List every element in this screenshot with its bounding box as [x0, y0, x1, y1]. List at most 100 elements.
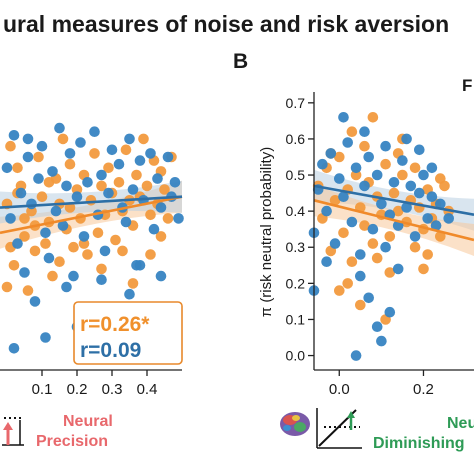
data-point-orange — [64, 202, 76, 213]
annotation-blue-r: r=0.09 — [80, 339, 141, 362]
figure-title: ural measures of noise and risk aversion — [3, 11, 449, 37]
data-point-blue — [124, 133, 135, 145]
x-tick-label: 0.0 — [329, 381, 350, 398]
data-point-blue — [355, 270, 366, 282]
data-point-orange — [36, 191, 48, 202]
data-point-orange — [120, 144, 132, 156]
data-point-blue — [47, 166, 58, 177]
data-point-blue — [78, 231, 90, 242]
data-point-blue — [152, 173, 163, 184]
panel-b-legend-fragment: F — [462, 76, 472, 95]
data-point-blue — [40, 227, 51, 239]
data-point-orange — [346, 256, 358, 268]
diminishing-diagram-icon — [316, 408, 362, 449]
data-point-blue — [435, 198, 446, 210]
data-point-orange — [19, 231, 30, 242]
data-point-blue — [426, 191, 438, 202]
data-point-blue — [169, 177, 181, 188]
data-point-blue — [401, 202, 412, 213]
data-point-blue — [422, 213, 434, 224]
data-point-orange — [110, 234, 121, 246]
panel-b-plot: 0.0 0.2 0.0 0.1 0.2 0.3 0.4 0.5 0.6 0.7 π (risk n… — [258, 92, 474, 398]
data-point-blue — [329, 238, 341, 249]
data-point-blue — [134, 260, 146, 271]
data-point-orange — [117, 245, 128, 257]
data-point-blue — [15, 187, 27, 199]
data-point-orange — [359, 220, 370, 231]
data-point-blue — [338, 191, 349, 202]
data-point-blue — [5, 213, 16, 224]
data-point-blue — [355, 249, 366, 260]
fit-line-blue — [313, 184, 474, 217]
data-point-orange — [397, 169, 408, 181]
data-point-blue — [8, 130, 20, 141]
fit-line-orange — [0, 195, 183, 235]
data-point-blue — [430, 220, 442, 231]
data-point-orange — [29, 245, 41, 257]
data-point-blue — [96, 274, 107, 286]
data-point-orange — [384, 267, 396, 278]
data-point-orange — [162, 213, 174, 224]
data-point-orange — [64, 158, 76, 170]
data-point-orange — [89, 148, 100, 159]
data-point-blue — [22, 133, 34, 145]
data-point-blue — [162, 151, 174, 163]
x-tick-label: 0.2 — [67, 381, 88, 398]
panel-a-plot: 0.1 0.2 0.3 0.4 — [0, 122, 184, 398]
data-point-blue — [26, 198, 37, 210]
data-point-orange — [439, 180, 450, 192]
data-point-blue — [325, 148, 337, 159]
data-point-blue — [388, 177, 400, 188]
diminishing-label-line2: Diminishing — [373, 435, 465, 452]
data-point-blue — [405, 180, 417, 192]
data-point-orange — [103, 162, 114, 174]
data-point-blue — [33, 173, 44, 184]
data-point-orange — [8, 260, 20, 271]
data-point-orange — [33, 151, 44, 163]
data-point-blue — [99, 245, 111, 257]
data-point-blue — [371, 321, 383, 333]
data-point-orange — [5, 140, 16, 152]
data-point-blue — [8, 343, 20, 354]
data-point-blue — [426, 162, 438, 174]
data-point-blue — [401, 133, 412, 145]
data-point-orange — [19, 213, 30, 224]
data-point-orange — [418, 263, 429, 275]
data-point-blue — [12, 238, 23, 249]
data-point-blue — [75, 137, 86, 148]
data-point-orange — [155, 231, 167, 242]
data-point-orange — [334, 285, 345, 296]
data-point-orange — [346, 126, 358, 137]
x-tick-label: 0.1 — [32, 381, 53, 398]
data-point-blue — [173, 213, 184, 224]
data-point-blue — [342, 137, 354, 148]
data-point-blue — [409, 231, 421, 242]
data-point-orange — [159, 184, 170, 195]
data-point-blue — [350, 162, 362, 174]
y-tick-label: 0.0 — [286, 348, 306, 364]
data-point-blue — [367, 223, 379, 235]
data-point-blue — [359, 180, 370, 192]
data-point-blue — [334, 173, 345, 184]
data-point-blue — [96, 169, 107, 181]
data-point-blue — [350, 350, 362, 361]
annotation-box-frame — [73, 301, 183, 365]
data-point-blue — [71, 191, 83, 202]
data-point-orange — [40, 238, 51, 249]
data-point-orange — [54, 256, 65, 268]
data-point-blue — [346, 216, 358, 228]
data-point-blue — [376, 335, 387, 347]
panel-b-letter: B — [233, 50, 248, 73]
data-point-orange — [68, 241, 79, 253]
data-point-blue — [317, 158, 328, 170]
data-point-blue — [145, 148, 156, 159]
data-point-blue — [36, 140, 48, 152]
data-point-orange — [127, 278, 139, 289]
neural-precision-diagram-icon — [2, 417, 24, 446]
data-point-blue — [321, 205, 332, 217]
data-point-orange — [138, 133, 149, 145]
data-point-blue — [392, 263, 404, 275]
data-point-orange — [367, 238, 379, 249]
data-point-blue — [22, 151, 34, 163]
